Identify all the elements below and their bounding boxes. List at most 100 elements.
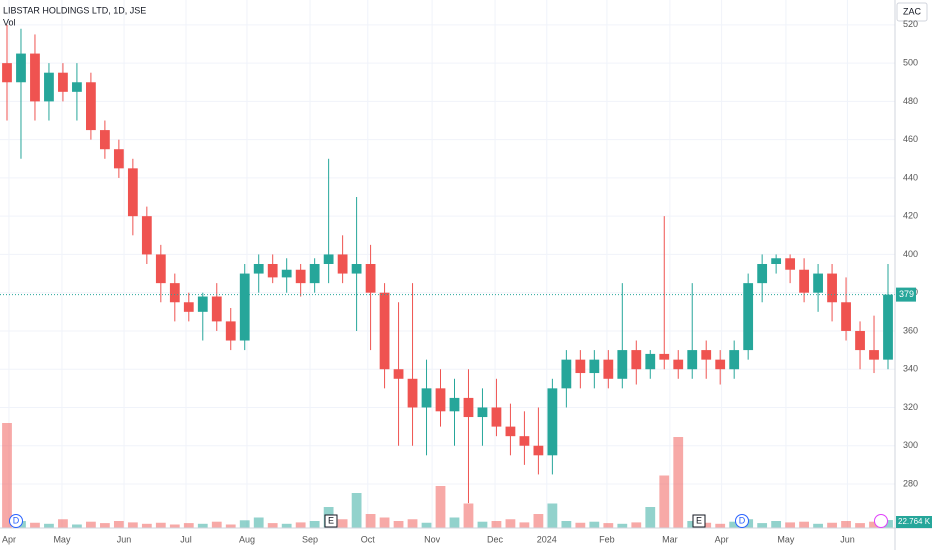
volume-bar <box>869 521 879 528</box>
x-tick-label: Mar <box>662 534 678 544</box>
candle-body <box>211 296 222 322</box>
volume-bar <box>883 520 893 528</box>
candle-body <box>855 330 865 351</box>
x-tick-label: 2024 <box>537 534 557 544</box>
y-tick-label: 440 <box>903 172 918 182</box>
candle-body <box>99 130 110 150</box>
candle-body <box>561 359 572 389</box>
candle-body <box>533 445 544 456</box>
candle-body <box>86 82 96 131</box>
volume-bar <box>169 524 180 528</box>
volume-bar <box>505 519 516 528</box>
event-label: D <box>739 515 746 525</box>
candle-body <box>673 359 684 370</box>
volume-bar <box>225 524 236 528</box>
currency-box[interactable] <box>896 2 928 22</box>
volume-bar <box>295 522 306 528</box>
x-tick-label: Nov <box>424 534 441 544</box>
volume-bar <box>491 521 502 528</box>
event-marker[interactable] <box>324 514 338 528</box>
candle-body <box>309 264 320 284</box>
volume-bar <box>841 521 851 528</box>
candle-body <box>827 273 837 303</box>
volume-bar <box>337 519 348 528</box>
volume-bar <box>309 521 320 528</box>
volume-title: Vol <box>3 17 16 27</box>
candle-body <box>197 296 208 312</box>
candle-body <box>225 321 236 341</box>
event-label: D <box>13 515 20 525</box>
axes: 280300320340360380400420440460480500520A… <box>2 19 932 544</box>
candle-body <box>869 350 879 360</box>
candle-body <box>603 359 614 379</box>
candle-body <box>519 436 530 446</box>
volume-bar <box>449 517 460 528</box>
candle-body <box>337 254 348 274</box>
x-tick-label: Dec <box>487 534 504 544</box>
volume-bar <box>771 521 782 528</box>
candle-body <box>44 72 54 102</box>
candle-body <box>16 53 26 83</box>
candle-body <box>351 264 362 274</box>
candle-body <box>30 53 40 102</box>
candle-body <box>729 350 740 370</box>
candle-body <box>589 359 600 374</box>
volume-bar <box>575 522 586 528</box>
candle-body <box>141 216 152 255</box>
candle-body <box>323 254 334 264</box>
x-tick-label: Jul <box>180 534 192 544</box>
candle-body <box>617 350 628 379</box>
candle-body <box>841 302 851 331</box>
candle-body <box>547 388 558 456</box>
volume-bar <box>589 521 600 528</box>
candle-body <box>631 350 642 370</box>
event-marker[interactable] <box>9 514 23 528</box>
volume-bar <box>2 423 12 528</box>
volume-bar <box>239 520 250 528</box>
event-marker[interactable] <box>692 514 706 528</box>
volume-bar <box>659 475 670 528</box>
alert-icon[interactable] <box>874 514 888 528</box>
candle-body <box>757 264 768 284</box>
volume-bar <box>183 523 194 528</box>
y-tick-label: 520 <box>903 19 918 29</box>
volume-bar <box>127 522 138 528</box>
volume-bar <box>463 503 474 528</box>
last-volume-box <box>896 516 932 528</box>
candle-body <box>799 269 809 293</box>
volume-bar <box>785 522 796 528</box>
x-tick-label: Apr <box>715 534 729 544</box>
x-tick-label: Feb <box>599 534 615 544</box>
volume-bar <box>631 522 642 528</box>
event-markers: D E E D <box>9 514 888 528</box>
volume-bar <box>141 523 152 528</box>
candle-body <box>715 359 726 370</box>
candle-body <box>505 426 516 437</box>
volume-bar <box>813 523 823 528</box>
candle-body <box>449 397 460 412</box>
y-tick-label: 280 <box>903 478 918 488</box>
event-marker[interactable] <box>735 514 749 528</box>
volume-bar <box>281 523 292 528</box>
volume-bar <box>799 521 809 528</box>
y-tick-label: 340 <box>903 364 918 374</box>
candle-body <box>785 258 796 270</box>
volume-bar <box>407 519 418 528</box>
x-tick-label: Sep <box>302 534 318 544</box>
volume-bar <box>44 523 54 528</box>
last-price-label: 379 <box>899 289 914 299</box>
volume-bar <box>351 493 362 528</box>
candle-body <box>645 353 656 370</box>
volume-bar <box>379 517 390 528</box>
candle-body <box>743 283 754 351</box>
candle-body <box>281 269 292 278</box>
candle-body <box>435 388 446 412</box>
y-tick-label: 420 <box>903 211 918 221</box>
chart-title: LIBSTAR HOLDINGS LTD, 1D, JSE <box>3 5 146 15</box>
candle-body <box>393 369 404 379</box>
volume-bar <box>533 514 544 528</box>
volume-bar <box>519 522 530 528</box>
event-label: E <box>696 515 702 525</box>
volume-bar <box>715 523 726 528</box>
